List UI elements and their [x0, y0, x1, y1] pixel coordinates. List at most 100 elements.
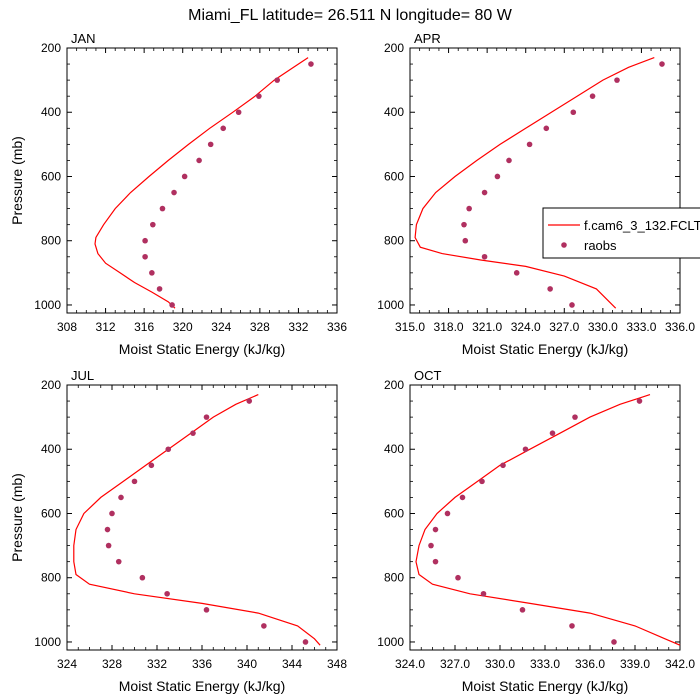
raobs-point: [572, 414, 578, 420]
raobs-point: [142, 237, 148, 244]
x-tick-label: 312: [96, 320, 116, 334]
raobs-point: [432, 526, 439, 533]
x-tick-label: 333.0: [530, 657, 560, 671]
y-tick-label: 200: [384, 378, 404, 392]
x-tick-label: 315.0: [395, 320, 425, 334]
y-tick-label: 1000: [377, 635, 404, 649]
y-tick-label: 400: [41, 105, 61, 119]
raobs-point: [164, 590, 170, 597]
raobs-point: [169, 302, 175, 308]
raobs-point: [461, 221, 467, 228]
raobs-point: [480, 590, 487, 597]
y-tick-label: 600: [41, 506, 61, 520]
panel-label: OCT: [414, 368, 442, 383]
legend-box: [542, 207, 700, 259]
raobs-point: [513, 270, 520, 276]
x-tick-label: 324.0: [395, 657, 425, 671]
x-axis-label: Moist Static Energy (kJ/kg): [462, 678, 629, 694]
x-tick-label: 332: [147, 657, 167, 671]
x-tick-label: 330.0: [485, 657, 515, 671]
y-tick-label: 200: [41, 41, 61, 55]
legend: f.cam6_3_132.FCLT raobs: [542, 207, 700, 259]
plot-frame: [66, 47, 338, 314]
x-tick-label: 333.0: [626, 320, 656, 334]
y-tick-label: 200: [384, 41, 404, 55]
y-tick-label: 600: [384, 506, 404, 520]
y-tick-label: 800: [384, 571, 404, 585]
raobs-point: [131, 478, 138, 485]
raobs-point: [459, 494, 466, 501]
x-tick-label: 339.0: [620, 657, 650, 671]
x-axis-label: Moist Static Energy (kJ/kg): [119, 341, 286, 357]
y-tick-label: 400: [41, 442, 61, 456]
raobs-point: [196, 157, 202, 164]
x-tick-label: 318.0: [434, 320, 464, 334]
y-axis-label: Pressure (mb): [9, 473, 25, 562]
raobs-point: [308, 61, 314, 67]
x-tick-label: 348: [327, 657, 347, 671]
raobs-point: [506, 157, 512, 164]
raobs-point: [105, 542, 112, 549]
raobs-point: [115, 558, 122, 565]
raobs-point: [148, 462, 155, 469]
y-tick-label: 1000: [34, 635, 61, 649]
raobs-point: [569, 623, 575, 629]
y-tick-label: 400: [384, 105, 404, 119]
raobs-point: [109, 510, 115, 517]
raobs-point: [220, 125, 227, 132]
raobs-point: [500, 462, 506, 469]
raobs-point: [549, 430, 556, 436]
y-tick-label: 1000: [34, 298, 61, 312]
x-tick-label: 336: [192, 657, 212, 671]
raobs-point: [570, 109, 577, 116]
y-tick-label: 1000: [377, 298, 404, 312]
raobs-point: [142, 253, 148, 260]
model-profile-line: [73, 394, 321, 646]
panel-apr: 315.0 318.0 321.0 324.0 327.0 330.0 333.0 336.0…: [377, 31, 695, 357]
raobs-point: [150, 221, 156, 228]
y-axis-label: Pressure (mb): [9, 136, 25, 225]
raobs-point: [462, 237, 469, 244]
x-tick-label: 328: [102, 657, 122, 671]
x-tick-label: 316: [134, 320, 154, 334]
x-tick-label: 342.0: [665, 657, 695, 671]
raobs-point: [636, 398, 643, 404]
raobs-point: [274, 77, 281, 83]
y-tick-label: 800: [41, 234, 61, 248]
model-profile-line: [414, 57, 655, 309]
panel-oct: 324.0 327.0 330.0 333.0 336.0 339.0 342.0 200 40…: [377, 368, 695, 694]
y-tick-label: 200: [41, 378, 61, 392]
raobs-point: [481, 189, 488, 196]
raobs-point: [519, 607, 526, 613]
y-tick-label: 400: [384, 442, 404, 456]
panel-label: JUL: [71, 368, 94, 383]
x-tick-label: 324.0: [511, 320, 541, 334]
y-tick-label: 800: [41, 571, 61, 585]
raobs-point: [139, 574, 146, 581]
legend-obs-label: raobs: [584, 238, 617, 253]
x-tick-label: 336.0: [575, 657, 605, 671]
x-axis-label: Moist Static Energy (kJ/kg): [462, 341, 629, 357]
y-tick-label: 600: [384, 169, 404, 183]
raobs-point: [203, 607, 210, 613]
raobs-point: [104, 526, 111, 533]
x-tick-label: 308: [57, 320, 77, 334]
panel-jan: 308 312 316 320 324 328 332 336 200 400 600 800 1000…: [9, 31, 347, 357]
raobs-point: [171, 189, 177, 196]
raobs-point: [118, 494, 124, 501]
raobs-point: [543, 125, 550, 132]
panel-jul: 324 328 332 336 340 344 348 200 400 600 800 1000 JUL…: [9, 368, 347, 694]
raobs-point: [235, 109, 242, 116]
model-profile-line: [94, 57, 309, 309]
x-tick-label: 336.0: [665, 320, 695, 334]
raobs-point: [165, 446, 172, 453]
x-tick-label: 330.0: [588, 320, 618, 334]
y-tick-label: 600: [41, 169, 61, 183]
raobs-point: [494, 173, 501, 180]
model-profile-line: [415, 394, 681, 646]
raobs-point: [547, 286, 553, 292]
raobs-point: [479, 478, 485, 485]
legend-obs-marker: [561, 242, 567, 248]
raobs-point: [203, 414, 210, 420]
x-tick-label: 332: [288, 320, 308, 334]
